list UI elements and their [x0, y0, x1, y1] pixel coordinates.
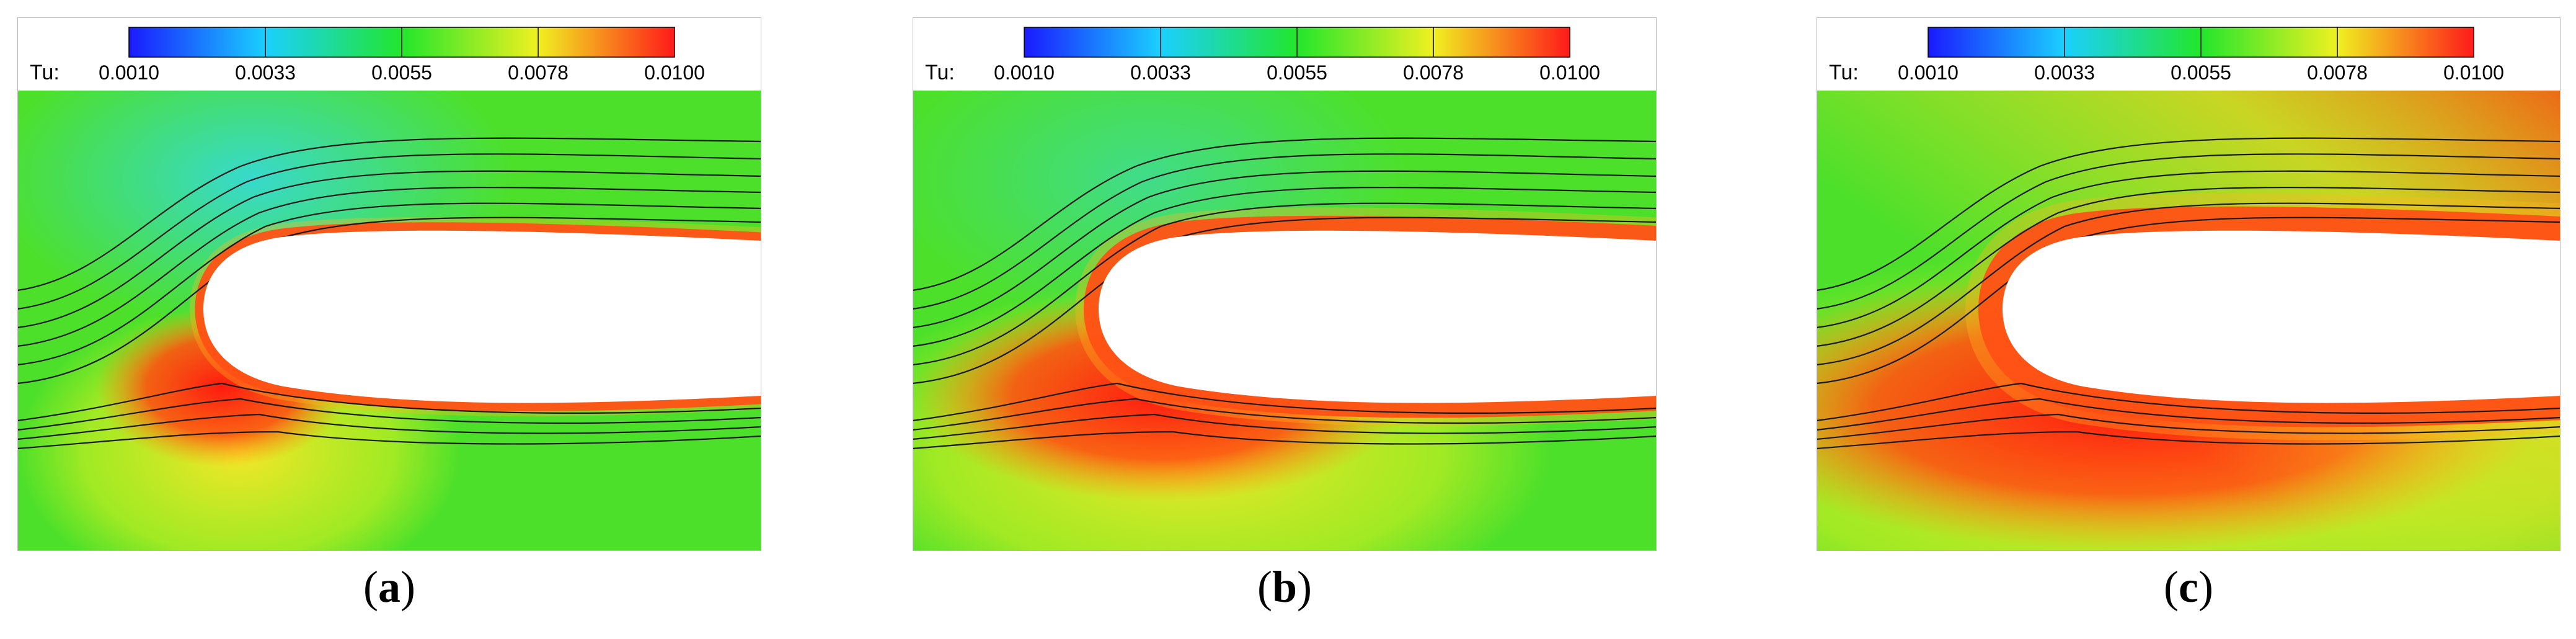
streamline [1817, 202, 2561, 366]
caption-c: (c) [2164, 562, 2213, 612]
streamline [17, 382, 761, 422]
streamline [1817, 431, 2561, 450]
caption-a: (a) [363, 562, 415, 612]
streamline [913, 153, 1657, 310]
streamline [913, 398, 1657, 431]
colorbar-tick-label: 0.0010 [994, 61, 1055, 84]
colorbar-legend: Tu: 0.0010 0.0033 0.0055 0.0078 0.0100 [913, 17, 1657, 91]
streamline [17, 413, 761, 440]
colorbar-tick-label: 0.0055 [371, 61, 432, 84]
airfoil-body [203, 230, 761, 403]
colorbar-tick-label: 0.0033 [1130, 61, 1191, 84]
streamline [1817, 398, 2561, 431]
streamline [17, 217, 761, 385]
caption-b: (b) [1257, 562, 1312, 612]
colorbar-tick-label: 0.0100 [644, 61, 705, 84]
contour-plot: Tu: 0.0010 0.0033 0.0055 0.0078 0.0100 [913, 17, 1657, 551]
colorbar-tick-label: 0.0100 [2443, 61, 2504, 84]
streamline [913, 202, 1657, 366]
airfoil-body [1099, 230, 1657, 403]
streamline [1817, 153, 2561, 310]
streamline [913, 382, 1657, 422]
streamline [17, 431, 761, 450]
streamlines [913, 137, 1657, 450]
streamline [913, 187, 1657, 347]
colorbar-tick-label: 0.0010 [1898, 61, 1959, 84]
streamline [17, 170, 761, 329]
contour-plot: Tu: 0.0010 0.0033 0.0055 0.0078 0.0100 [17, 17, 761, 551]
streamline [913, 413, 1657, 440]
streamline [1817, 382, 2561, 422]
airfoil-body [2003, 230, 2561, 403]
colorbar-tick-label: 0.0033 [2034, 61, 2095, 84]
streamlines [17, 137, 761, 450]
colorbar-label: Tu: [925, 61, 955, 84]
streamline [913, 137, 1657, 292]
streamlines [1817, 137, 2561, 450]
streamline [17, 153, 761, 310]
colorbar-tick-label: 0.0078 [2307, 61, 2368, 84]
colorbar-tick-label: 0.0078 [1403, 61, 1464, 84]
streamline [17, 187, 761, 347]
streamline [1817, 217, 2561, 385]
streamline [913, 217, 1657, 385]
streamline [17, 398, 761, 431]
colorbar-label: Tu: [1829, 61, 1859, 84]
colorbar-tick-label: 0.0010 [99, 61, 159, 84]
colorbar-legend: Tu: 0.0010 0.0033 0.0055 0.0078 0.0100 [1817, 17, 2561, 91]
contour-plot: Tu: 0.0010 0.0033 0.0055 0.0078 0.0100 [1817, 17, 2561, 551]
colorbar-tick-label: 0.0055 [2171, 61, 2231, 84]
streamline [1817, 187, 2561, 347]
contour-panel-b: Tu: 0.0010 0.0033 0.0055 0.0078 0.0100 [913, 17, 1657, 551]
colorbar-tick-label: 0.0055 [1267, 61, 1327, 84]
colorbar-tick-label: 0.0033 [235, 61, 296, 84]
contour-panel-c: Tu: 0.0010 0.0033 0.0055 0.0078 0.0100 [1817, 17, 2561, 551]
colorbar-label: Tu: [30, 61, 60, 84]
colorbar-tick-label: 0.0100 [1539, 61, 1600, 84]
contour-panel-a: Tu: 0.0010 0.0033 0.0055 0.0078 0.0100 [17, 17, 761, 551]
streamline [1817, 413, 2561, 440]
streamline [913, 431, 1657, 450]
streamline [913, 170, 1657, 329]
colorbar-tick-label: 0.0078 [508, 61, 569, 84]
streamline [17, 137, 761, 292]
streamline [1817, 170, 2561, 329]
streamline [17, 202, 761, 366]
colorbar-legend: Tu: 0.0010 0.0033 0.0055 0.0078 0.0100 [17, 17, 761, 91]
streamline [1817, 137, 2561, 292]
